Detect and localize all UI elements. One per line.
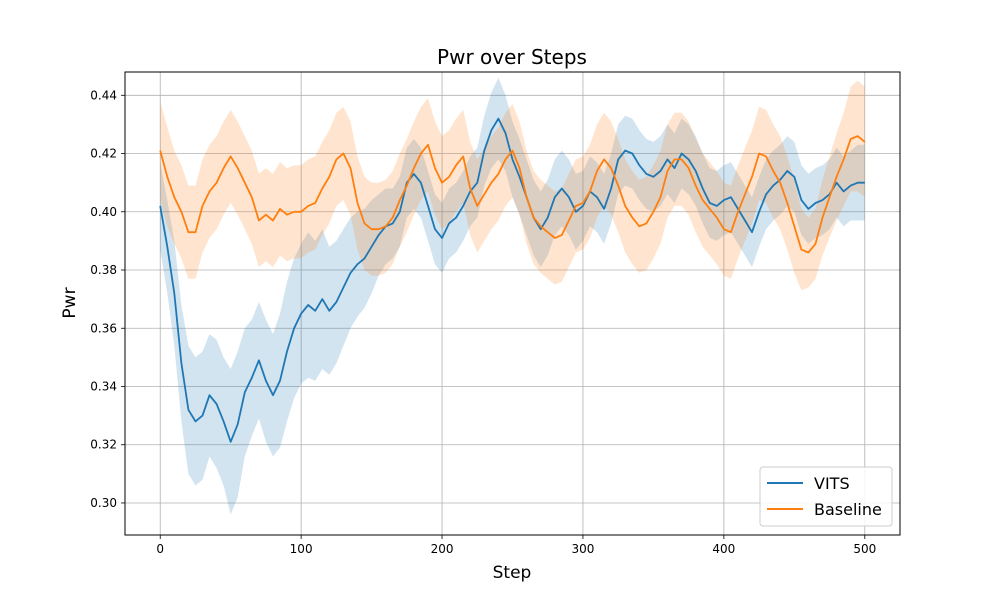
y-tick-label: 0.36 [90, 321, 117, 335]
x-tick-label: 300 [572, 542, 595, 556]
grid [125, 72, 900, 535]
series-line-vits [159, 117, 865, 443]
y-tick-label: 0.32 [90, 438, 117, 452]
series-lines [159, 117, 866, 443]
x-tick-label: 400 [712, 542, 735, 556]
x-tick-label: 200 [431, 542, 454, 556]
legend-label-vits: VITS [814, 474, 850, 493]
legend: VITS Baseline [759, 466, 893, 527]
y-tick-label: 0.40 [90, 205, 117, 219]
axis-ticks: 0 100 200 300 400 500 0.30 0.32 0.34 0.36 0.38 0.40… [90, 88, 876, 556]
series-line-baseline [159, 135, 866, 254]
legend-label-baseline: Baseline [814, 500, 882, 519]
y-axis-label: Pwr [60, 287, 80, 318]
legend-box [759, 466, 893, 527]
y-tick-label: 0.38 [90, 263, 117, 277]
y-tick-label: 0.34 [90, 379, 117, 393]
x-axis-label: Step [493, 563, 532, 583]
band-vits [160, 77, 865, 515]
y-tick-label: 0.42 [90, 147, 117, 161]
x-tick-label: 500 [853, 542, 876, 556]
confidence-bands [160, 77, 865, 515]
x-tick-label: 100 [290, 542, 313, 556]
band-baseline [160, 80, 865, 291]
y-tick-label: 0.44 [90, 88, 117, 102]
plot-frame [124, 71, 901, 536]
chart-title: Pwr over Steps [437, 45, 587, 69]
x-tick-label: 0 [156, 542, 164, 556]
y-tick-label: 0.30 [90, 496, 117, 510]
